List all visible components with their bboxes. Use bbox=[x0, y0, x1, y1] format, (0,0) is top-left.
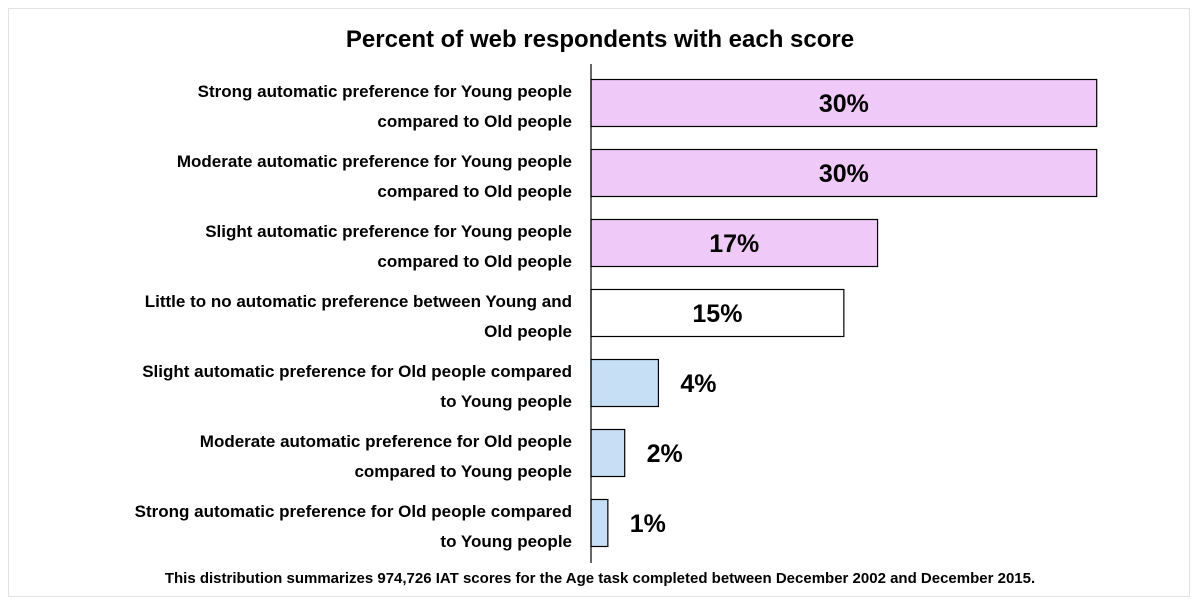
category-label-line: compared to Young people bbox=[354, 462, 572, 481]
category-label-line: to Young people bbox=[440, 532, 572, 551]
category-label: Moderate automatic preference for Old pe… bbox=[200, 432, 572, 481]
bar bbox=[590, 358, 660, 408]
bar bbox=[590, 218, 879, 268]
category-label: Strong automatic preference for Old peop… bbox=[135, 502, 572, 551]
category-label-line: Slight automatic preference for Young pe… bbox=[205, 222, 572, 241]
category-label: Strong automatic preference for Young pe… bbox=[198, 82, 572, 131]
category-label-line: Little to no automatic preference betwee… bbox=[145, 292, 572, 311]
bar bbox=[590, 78, 1098, 128]
category-label-line: compared to Old people bbox=[377, 112, 572, 131]
category-label-line: Slight automatic preference for Old peop… bbox=[142, 362, 572, 381]
value-label: 30% bbox=[819, 160, 869, 188]
category-label: Slight automatic preference for Old peop… bbox=[142, 362, 572, 411]
value-label: 2% bbox=[647, 440, 683, 468]
chart-footnote: This distribution summarizes 974,726 IAT… bbox=[164, 570, 1036, 587]
value-label: 15% bbox=[692, 300, 742, 328]
category-label-line: to Young people bbox=[440, 392, 572, 411]
category-label-line: compared to Old people bbox=[377, 252, 572, 271]
value-label: 4% bbox=[680, 370, 716, 398]
category-label-line: Strong automatic preference for Young pe… bbox=[198, 82, 572, 101]
bar bbox=[590, 288, 845, 338]
category-label-line: compared to Old people bbox=[377, 182, 572, 201]
category-label-line: Moderate automatic preference for Old pe… bbox=[200, 432, 572, 451]
value-label: 1% bbox=[630, 510, 666, 538]
chart-frame bbox=[8, 8, 1190, 597]
category-label-line: Old people bbox=[484, 322, 572, 341]
value-label: 30% bbox=[819, 90, 869, 118]
bar bbox=[590, 148, 1098, 198]
category-label-line: Strong automatic preference for Old peop… bbox=[135, 502, 572, 521]
category-label-line: Moderate automatic preference for Young … bbox=[177, 152, 572, 171]
value-label: 17% bbox=[709, 230, 759, 258]
category-label: Moderate automatic preference for Young … bbox=[177, 152, 572, 201]
bar bbox=[590, 428, 626, 478]
category-label: Little to no automatic preference betwee… bbox=[145, 292, 572, 341]
bar bbox=[590, 498, 609, 548]
chart-title: Percent of web respondents with each sco… bbox=[345, 26, 855, 53]
category-label: Slight automatic preference for Young pe… bbox=[205, 222, 572, 271]
